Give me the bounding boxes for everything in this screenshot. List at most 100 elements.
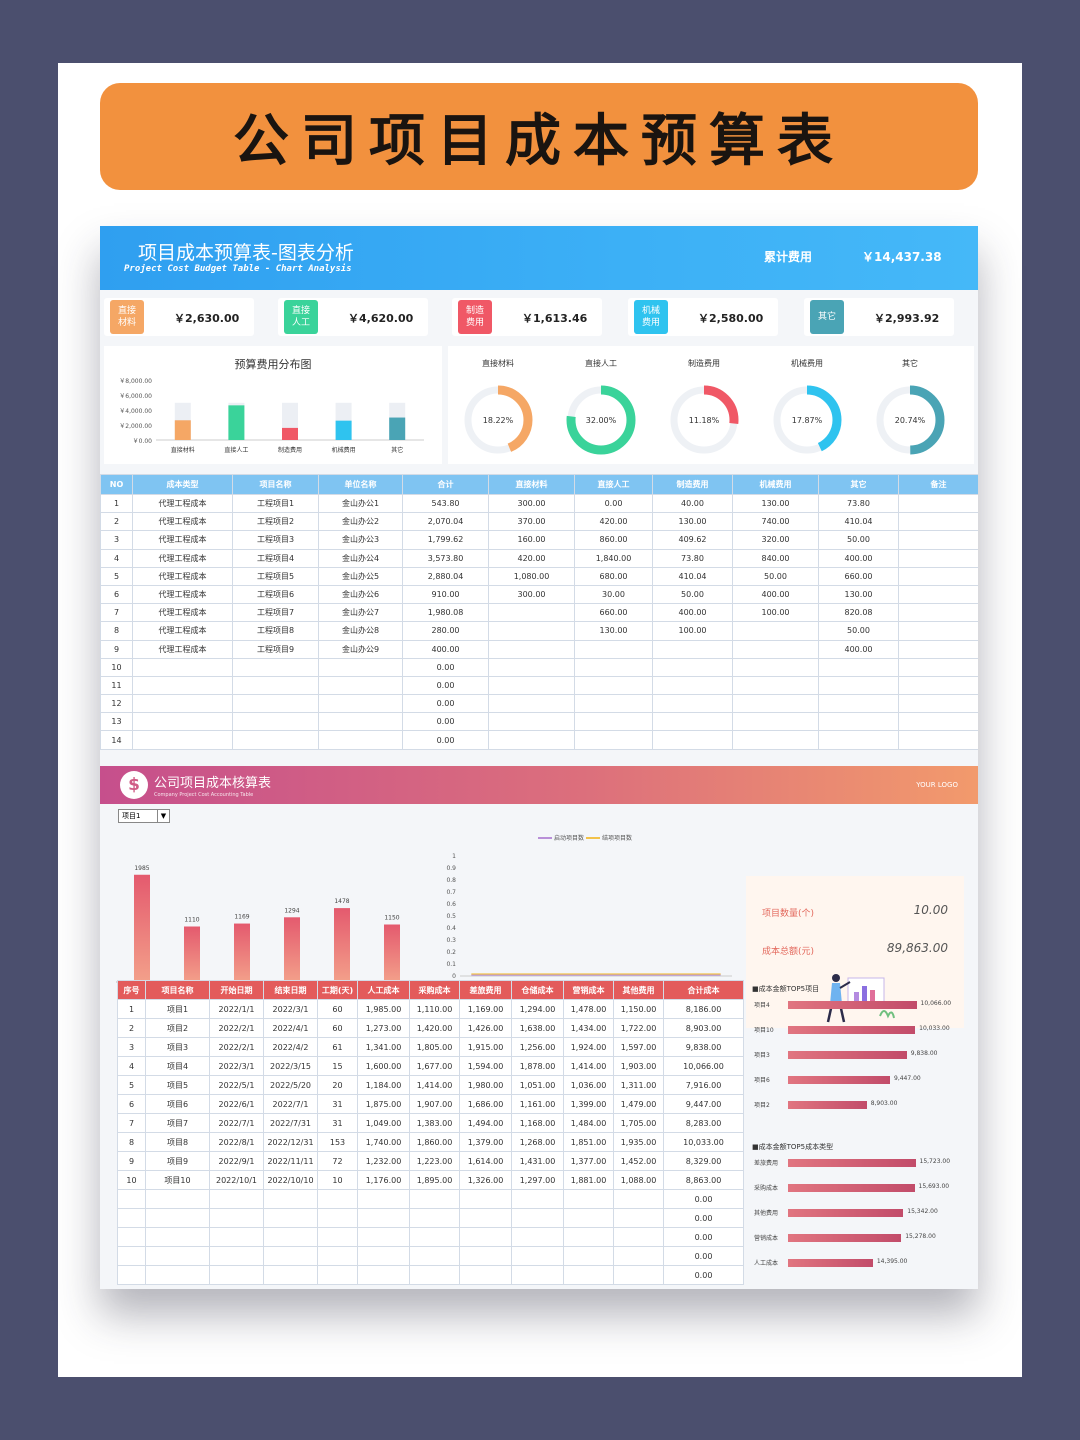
budget-table-cell[interactable] [898, 603, 978, 623]
budget-table-cell[interactable]: 代理工程成本 [132, 493, 233, 514]
budget-table-cell[interactable] [818, 730, 899, 750]
budget-table-cell[interactable]: 400.00 [402, 639, 489, 659]
accounting-table-cell[interactable] [117, 1227, 146, 1247]
accounting-table-cell[interactable]: 9,838.00 [663, 1037, 744, 1057]
accounting-table-cell[interactable]: 8,863.00 [663, 1170, 744, 1190]
accounting-table-cell[interactable]: 1,924.00 [563, 1037, 614, 1057]
accounting-table-cell[interactable] [145, 1208, 210, 1228]
accounting-table-cell[interactable]: 10 [117, 1170, 146, 1190]
accounting-table-cell[interactable]: 1,881.00 [563, 1170, 614, 1190]
accounting-table-cell[interactable] [145, 1227, 210, 1247]
budget-table-cell[interactable]: 11 [100, 675, 133, 696]
accounting-table-cell[interactable] [145, 1189, 210, 1209]
budget-table-cell[interactable] [232, 657, 319, 677]
accounting-table-cell[interactable] [209, 1227, 264, 1247]
budget-table-cell[interactable] [488, 694, 575, 714]
accounting-table-cell[interactable]: 项目10 [145, 1170, 210, 1190]
budget-table-cell[interactable] [488, 657, 575, 677]
budget-table-cell[interactable] [652, 694, 733, 714]
accounting-table-cell[interactable] [145, 1265, 210, 1285]
accounting-table-cell[interactable]: 1,377.00 [563, 1151, 614, 1171]
accounting-table-cell[interactable] [459, 1265, 512, 1285]
accounting-table-cell[interactable]: 4 [117, 1056, 146, 1076]
budget-table-cell[interactable] [488, 712, 575, 732]
budget-table-cell[interactable]: 73.80 [652, 548, 733, 568]
budget-table-cell[interactable]: 1,799.62 [402, 530, 489, 550]
budget-table-cell[interactable] [132, 694, 233, 714]
budget-table-cell[interactable] [652, 675, 733, 696]
accounting-table-cell[interactable]: 1,431.00 [511, 1151, 564, 1171]
accounting-table-cell[interactable]: 1,169.00 [459, 999, 512, 1019]
accounting-table-cell[interactable]: 2022/4/2 [263, 1037, 318, 1057]
accounting-table-cell[interactable]: 1,294.00 [511, 999, 564, 1019]
accounting-table-cell[interactable]: 1,176.00 [357, 1170, 410, 1190]
accounting-table-cell[interactable]: 1,383.00 [409, 1113, 460, 1133]
accounting-table-cell[interactable] [409, 1208, 460, 1228]
accounting-table-cell[interactable]: 1,232.00 [357, 1151, 410, 1171]
budget-table-cell[interactable]: 3 [100, 530, 133, 550]
accounting-table-cell[interactable]: 1,594.00 [459, 1056, 512, 1076]
accounting-table-cell[interactable]: 1,597.00 [613, 1037, 664, 1057]
accounting-table-cell[interactable]: 8,283.00 [663, 1113, 744, 1133]
accounting-table-cell[interactable]: 1,150.00 [613, 999, 664, 1019]
budget-table-cell[interactable]: 1,080.00 [488, 566, 575, 586]
budget-table-cell[interactable] [574, 657, 653, 677]
accounting-table-cell[interactable] [613, 1208, 664, 1228]
budget-table-cell[interactable] [898, 566, 978, 586]
accounting-table-cell[interactable] [317, 1227, 358, 1247]
accounting-table-cell[interactable] [317, 1265, 358, 1285]
budget-table-cell[interactable] [132, 675, 233, 696]
budget-table-cell[interactable] [732, 621, 819, 641]
accounting-table-cell[interactable] [317, 1246, 358, 1266]
budget-table-cell[interactable] [652, 712, 733, 732]
accounting-table-cell[interactable] [117, 1265, 146, 1285]
accounting-table-cell[interactable]: 2022/4/1 [263, 1018, 318, 1038]
accounting-table-cell[interactable]: 1,161.00 [511, 1094, 564, 1114]
accounting-table-cell[interactable]: 1,878.00 [511, 1056, 564, 1076]
accounting-table-cell[interactable]: 项目3 [145, 1037, 210, 1057]
budget-table-cell[interactable] [318, 712, 403, 732]
budget-table-cell[interactable]: 工程项目2 [232, 512, 319, 532]
accounting-table-cell[interactable]: 10,033.00 [663, 1132, 744, 1152]
accounting-table-cell[interactable]: 1,479.00 [613, 1094, 664, 1114]
budget-table-cell[interactable] [652, 657, 733, 677]
accounting-table-cell[interactable]: 60 [317, 1018, 358, 1038]
accounting-table-cell[interactable]: 1 [117, 999, 146, 1019]
accounting-table-cell[interactable]: 项目2 [145, 1018, 210, 1038]
budget-table-cell[interactable] [898, 657, 978, 677]
accounting-table-cell[interactable]: 61 [317, 1037, 358, 1057]
accounting-table-cell[interactable]: 1,326.00 [459, 1170, 512, 1190]
budget-table-cell[interactable] [898, 694, 978, 714]
accounting-table-cell[interactable]: 7,916.00 [663, 1075, 744, 1095]
accounting-table-cell[interactable] [145, 1246, 210, 1266]
budget-table-cell[interactable] [732, 712, 819, 732]
budget-table-cell[interactable]: 50.00 [732, 566, 819, 586]
accounting-table-cell[interactable]: 1,297.00 [511, 1170, 564, 1190]
budget-table-cell[interactable]: 0.00 [574, 493, 653, 514]
budget-table-cell[interactable] [488, 730, 575, 750]
accounting-table-cell[interactable]: 2022/5/20 [263, 1075, 318, 1095]
accounting-table-cell[interactable]: 1,740.00 [357, 1132, 410, 1152]
accounting-table-cell[interactable] [613, 1189, 664, 1209]
budget-table-cell[interactable]: 金山办公5 [318, 566, 403, 586]
budget-table-cell[interactable]: 370.00 [488, 512, 575, 532]
accounting-table-cell[interactable]: 60 [317, 999, 358, 1019]
budget-table-cell[interactable]: 740.00 [732, 512, 819, 532]
accounting-table-cell[interactable]: 0.00 [663, 1208, 744, 1228]
accounting-table-cell[interactable]: 2022/10/10 [263, 1170, 318, 1190]
budget-table-cell[interactable] [898, 584, 978, 605]
accounting-table-cell[interactable] [459, 1189, 512, 1209]
accounting-table-cell[interactable] [613, 1265, 664, 1285]
budget-table-cell[interactable] [898, 621, 978, 641]
accounting-table-cell[interactable]: 1,985.00 [357, 999, 410, 1019]
budget-table-cell[interactable]: 400.00 [652, 603, 733, 623]
accounting-table-cell[interactable] [563, 1227, 614, 1247]
accounting-table-cell[interactable]: 2022/1/1 [209, 999, 264, 1019]
budget-table-cell[interactable]: 0.00 [402, 712, 489, 732]
accounting-table-cell[interactable] [117, 1189, 146, 1209]
accounting-table-cell[interactable] [511, 1189, 564, 1209]
budget-table-cell[interactable]: 840.00 [732, 548, 819, 568]
budget-table-cell[interactable]: 代理工程成本 [132, 530, 233, 550]
chevron-down-icon[interactable]: ▼ [157, 810, 169, 822]
budget-table-cell[interactable] [318, 675, 403, 696]
